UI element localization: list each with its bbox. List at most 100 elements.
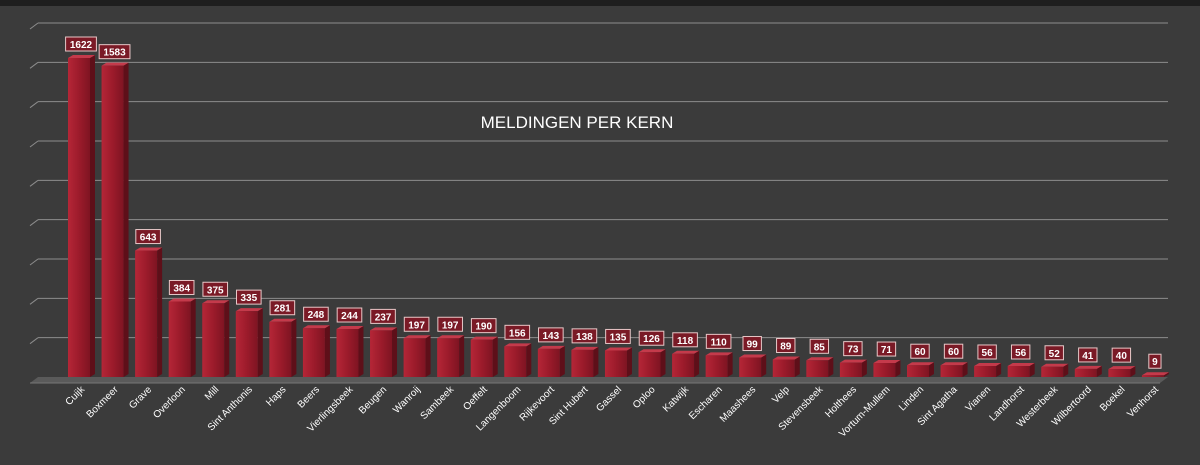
x-tick-label: Velp — [770, 384, 792, 406]
bar — [302, 328, 325, 377]
bar-side — [157, 247, 163, 377]
bar-top — [403, 335, 431, 339]
data-label-text: 248 — [308, 310, 325, 321]
bar-top — [873, 360, 901, 364]
bar-side — [224, 300, 230, 377]
data-label-box — [303, 306, 329, 322]
bar-side — [392, 327, 398, 377]
x-tick-label: Grave — [127, 384, 154, 411]
x-tick-label: Maashees — [718, 384, 758, 424]
data-label-box — [776, 337, 796, 353]
bar — [269, 321, 292, 377]
x-tick-label: Mill — [203, 384, 221, 402]
data-label: 197 — [403, 316, 430, 332]
data-label-box — [605, 328, 631, 344]
gridline-depth — [29, 101, 39, 109]
data-label-text: 89 — [780, 341, 792, 352]
bar-side — [626, 347, 632, 377]
bar-vianen — [974, 362, 1002, 377]
data-label: 244 — [336, 307, 363, 323]
bar — [907, 365, 929, 377]
data-label-box — [65, 36, 97, 52]
gridline-depth — [29, 61, 39, 69]
data-label: 99 — [742, 336, 762, 352]
data-label-box — [403, 316, 430, 332]
data-label-box — [202, 281, 229, 297]
bar — [1141, 375, 1164, 377]
x-tick-label: Haps — [264, 384, 288, 408]
bar-top — [940, 362, 968, 366]
bar-beers — [302, 325, 330, 377]
chart-title: MELDINGEN PER KERN — [481, 113, 674, 132]
bar-sint-agatha — [940, 362, 968, 377]
data-label: 60 — [910, 343, 930, 359]
data-label: 237 — [370, 308, 396, 324]
bar-haps — [269, 318, 297, 377]
data-label-box — [98, 44, 131, 60]
bar — [101, 65, 124, 377]
bar-linden — [907, 362, 934, 377]
x-tick-label: Oeffelt — [461, 384, 490, 413]
bar-westerbeek — [1041, 363, 1069, 377]
bar-grave — [135, 247, 163, 377]
bar-side — [996, 362, 1002, 377]
data-label: 73 — [843, 341, 863, 357]
bar-top — [202, 300, 230, 304]
bar-side — [660, 349, 666, 377]
gridline-depth — [29, 140, 39, 148]
x-tick-label: Beugen — [357, 384, 389, 416]
data-label-text: 281 — [274, 304, 291, 315]
data-labels: 1622 1583 643 384 375 335 281 248 244 237 197 197 19… — [65, 36, 1162, 369]
data-label: 89 — [776, 337, 796, 353]
bar-top — [672, 350, 700, 354]
bar-side — [358, 326, 364, 377]
bar — [672, 353, 695, 377]
data-label: 110 — [705, 333, 732, 349]
bar-top — [101, 62, 129, 66]
data-label-box — [437, 316, 463, 332]
bar-side — [1029, 362, 1035, 377]
data-label: 143 — [538, 327, 564, 343]
x-tick-label: Linden — [897, 384, 926, 413]
x-tick-label: Beers — [296, 384, 322, 410]
bar — [739, 357, 762, 377]
bar-sint-hubert — [571, 346, 599, 377]
bar-holthees — [839, 359, 867, 377]
data-label: 156 — [504, 324, 531, 340]
bar — [1041, 366, 1064, 377]
bar — [1108, 369, 1131, 377]
x-tick-label: Wanroij — [391, 384, 422, 415]
data-label-box — [943, 343, 964, 359]
bar-side — [526, 343, 532, 377]
bar-oeffelt — [470, 336, 498, 377]
bar-side — [694, 350, 700, 377]
data-label: 56 — [977, 344, 997, 360]
data-label-text: 9 — [1152, 357, 1158, 368]
data-label-text: 56 — [982, 348, 994, 359]
data-label: 190 — [470, 318, 497, 334]
bar — [68, 58, 90, 378]
data-label-text: 60 — [948, 347, 960, 358]
bar-side — [1130, 366, 1136, 377]
gridline-depth — [29, 22, 39, 30]
data-label: 335 — [236, 289, 262, 305]
bar-side — [861, 359, 867, 377]
x-tick-label: Boxmeer — [85, 384, 122, 421]
data-label: 85 — [809, 338, 830, 354]
data-label: 1622 — [65, 36, 97, 52]
bar-top — [772, 356, 800, 360]
gridlines — [29, 22, 1168, 345]
gridline-depth — [29, 258, 39, 266]
x-tick-label: Cuijk — [64, 384, 88, 408]
data-label-box — [470, 318, 497, 334]
bar-side — [90, 55, 95, 378]
bar — [403, 338, 426, 377]
bar-side — [593, 346, 599, 377]
data-label: 1583 — [98, 44, 131, 60]
data-label-text: 197 — [408, 320, 425, 331]
bar — [604, 350, 627, 377]
bar — [437, 338, 460, 377]
bar-top — [907, 362, 934, 366]
bar-side — [895, 360, 901, 377]
bar-side — [123, 62, 129, 377]
